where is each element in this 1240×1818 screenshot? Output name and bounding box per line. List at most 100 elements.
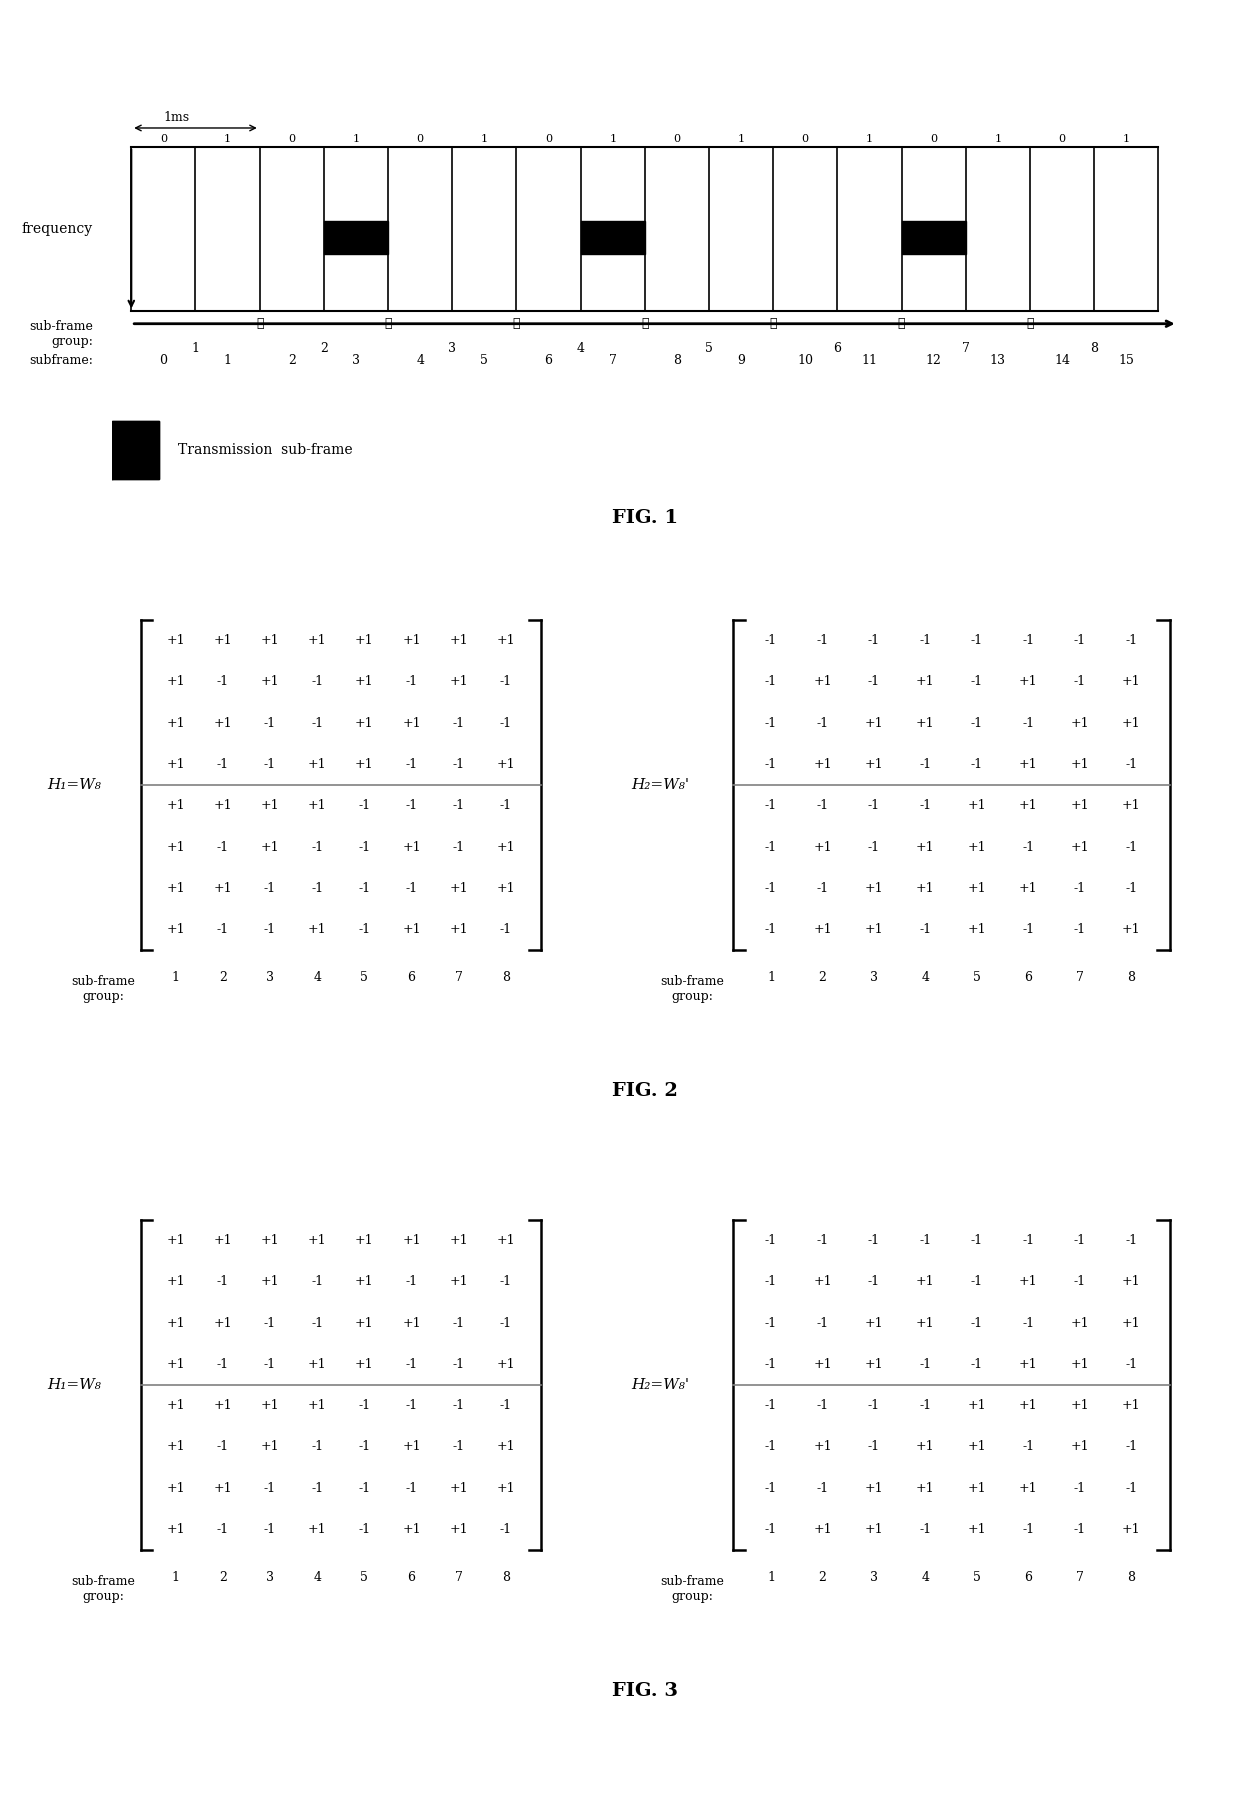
Text: +1: +1 [355, 1316, 373, 1329]
Text: +1: +1 [166, 1274, 185, 1289]
Text: 5: 5 [973, 1571, 981, 1583]
Text: +1: +1 [1070, 800, 1089, 813]
Text: ✕: ✕ [770, 316, 777, 331]
Text: +1: +1 [213, 1400, 232, 1413]
Text: 0: 0 [802, 135, 808, 144]
Text: +1: +1 [864, 1316, 883, 1329]
Text: 7: 7 [1076, 1571, 1084, 1583]
Text: +1: +1 [1070, 716, 1089, 729]
Text: -1: -1 [500, 924, 512, 936]
Text: 0: 0 [930, 135, 937, 144]
Text: 0: 0 [417, 135, 424, 144]
Text: 8: 8 [502, 971, 510, 984]
Text: -1: -1 [358, 882, 371, 894]
Text: -1: -1 [1022, 1523, 1034, 1536]
Text: -1: -1 [919, 758, 931, 771]
Text: -1: -1 [453, 840, 465, 853]
Text: -1: -1 [816, 1482, 828, 1494]
Text: +1: +1 [813, 1523, 832, 1536]
Text: -1: -1 [405, 800, 418, 813]
Text: -1: -1 [500, 800, 512, 813]
Text: +1: +1 [916, 840, 935, 853]
Text: -1: -1 [264, 1482, 277, 1494]
Text: 6: 6 [408, 971, 415, 984]
Text: -1: -1 [264, 758, 277, 771]
Text: -1: -1 [311, 674, 324, 689]
Text: 6: 6 [408, 1571, 415, 1583]
Text: +1: +1 [813, 1440, 832, 1453]
Bar [112, 422, 159, 478]
Text: +1: +1 [213, 882, 232, 894]
Text: +1: +1 [402, 1523, 420, 1536]
Text: +1: +1 [213, 1316, 232, 1329]
Text: H₂=W₈': H₂=W₈' [631, 1378, 689, 1393]
Text: +1: +1 [967, 1482, 986, 1494]
Text: 4: 4 [921, 971, 930, 984]
Text: 11: 11 [862, 355, 878, 367]
Text: +1: +1 [1019, 882, 1038, 894]
Text: 7: 7 [1076, 971, 1084, 984]
Text: 7: 7 [609, 355, 616, 367]
Text: 5: 5 [706, 342, 713, 355]
Text: -1: -1 [500, 1523, 512, 1536]
Text: +1: +1 [213, 634, 232, 647]
Text: FIG. 1: FIG. 1 [611, 509, 678, 527]
Text: -1: -1 [1125, 840, 1137, 853]
Text: -1: -1 [217, 924, 229, 936]
Text: sub-frame
group:: sub-frame group: [72, 974, 135, 1004]
Text: +1: +1 [1122, 716, 1141, 729]
Text: 3: 3 [352, 355, 360, 367]
Text: -1: -1 [971, 1234, 983, 1247]
Text: 4: 4 [577, 342, 584, 355]
Text: -1: -1 [500, 1316, 512, 1329]
Text: +1: +1 [308, 634, 326, 647]
Text: +1: +1 [916, 882, 935, 894]
Text: -1: -1 [264, 716, 277, 729]
Text: -1: -1 [358, 1523, 371, 1536]
Text: -1: -1 [405, 882, 418, 894]
Text: +1: +1 [308, 1234, 326, 1247]
Text: -1: -1 [453, 800, 465, 813]
Text: +1: +1 [166, 840, 185, 853]
Text: 13: 13 [990, 355, 1006, 367]
Text: 12: 12 [926, 355, 941, 367]
Text: 1: 1 [738, 135, 745, 144]
Text: -1: -1 [868, 1440, 880, 1453]
Text: 1: 1 [768, 971, 775, 984]
Text: -1: -1 [311, 882, 324, 894]
Text: +1: +1 [967, 924, 986, 936]
Text: 4: 4 [314, 1571, 321, 1583]
Text: +1: +1 [864, 924, 883, 936]
Text: 3: 3 [267, 1571, 274, 1583]
Text: +1: +1 [166, 882, 185, 894]
Text: +1: +1 [355, 634, 373, 647]
Text: -1: -1 [1125, 1358, 1137, 1371]
Text: -1: -1 [217, 758, 229, 771]
Text: +1: +1 [166, 1234, 185, 1247]
Text: -1: -1 [1074, 634, 1086, 647]
Text: +1: +1 [864, 1482, 883, 1494]
Text: 2: 2 [818, 1571, 826, 1583]
Text: -1: -1 [358, 1482, 371, 1494]
Text: -1: -1 [1125, 634, 1137, 647]
Text: +1: +1 [166, 1400, 185, 1413]
Text: +1: +1 [967, 882, 986, 894]
Text: -1: -1 [264, 924, 277, 936]
Text: -1: -1 [1022, 716, 1034, 729]
Text: 3: 3 [870, 971, 878, 984]
Text: +1: +1 [449, 1274, 467, 1289]
Text: 8: 8 [1127, 971, 1136, 984]
Text: +1: +1 [916, 674, 935, 689]
Text: 1: 1 [1122, 135, 1130, 144]
Text: +1: +1 [260, 1400, 279, 1413]
Text: +1: +1 [813, 1274, 832, 1289]
Text: Transmission  sub-frame: Transmission sub-frame [177, 444, 352, 456]
Text: +1: +1 [449, 1523, 467, 1536]
Text: +1: +1 [1019, 1482, 1038, 1494]
Text: +1: +1 [260, 634, 279, 647]
Text: -1: -1 [453, 716, 465, 729]
Text: -1: -1 [1125, 1234, 1137, 1247]
Text: -1: -1 [919, 924, 931, 936]
Text: ✕: ✕ [1027, 316, 1034, 331]
Text: 1: 1 [171, 971, 180, 984]
